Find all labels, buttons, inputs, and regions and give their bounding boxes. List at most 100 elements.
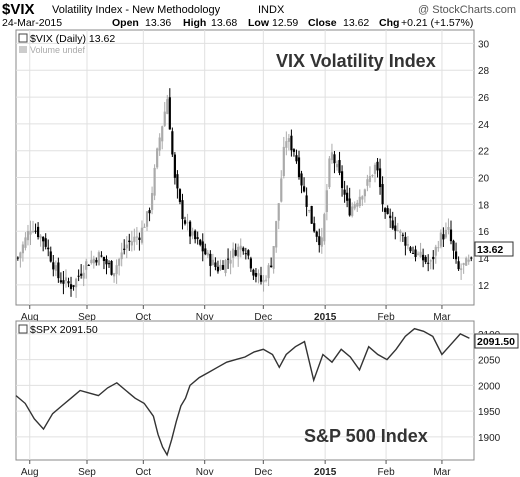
vix-candle-body: [259, 275, 263, 282]
vix-x-tick-label: Aug: [21, 312, 39, 323]
vix-candle-body: [328, 158, 331, 188]
vix-candle-body: [163, 111, 166, 126]
vix-candle-body: [427, 262, 430, 264]
vix-candle-body: [399, 230, 402, 233]
vix-candle-body: [434, 246, 437, 256]
spx-last-value: 2091.50: [477, 336, 515, 348]
vix-candle-body: [176, 174, 179, 189]
low-value: 12.59: [272, 17, 298, 29]
vix-candle-body: [439, 232, 442, 247]
vix-candle-body: [404, 236, 407, 246]
vix-candle-body: [62, 280, 65, 284]
vix-x-tick-label: 2015: [314, 312, 337, 323]
vix-candle-body: [437, 247, 440, 249]
vix-candle-body: [216, 266, 220, 272]
vix-candle-body: [234, 250, 237, 256]
vix-candle-body: [330, 152, 334, 161]
vix-candle-body: [199, 239, 202, 245]
vix-candle-body: [454, 251, 458, 260]
vix-candle-body: [133, 236, 136, 243]
vix-candle-body: [211, 259, 214, 266]
vix-candle-body: [29, 230, 32, 235]
vix-candle-body: [237, 246, 240, 257]
vix-candle-body: [254, 272, 258, 277]
vix-candle-body: [191, 231, 194, 236]
vix-candle-body: [270, 265, 273, 268]
chg-value: +0.21 (+1.57%): [401, 17, 473, 29]
spx-x-tick-label: Sep: [78, 467, 96, 477]
vix-candle-body: [305, 195, 308, 207]
vix-candle-body: [80, 273, 83, 276]
vix-x-tick-label: Nov: [196, 312, 214, 323]
vix-candle-body: [467, 259, 470, 262]
vix-candle-body: [244, 253, 247, 255]
vix-y-tick-label: 20: [478, 174, 490, 185]
vix-candle-body: [118, 259, 121, 266]
vix-candle-body: [49, 251, 52, 262]
vix-candle-body: [406, 244, 410, 246]
symbol: $VIX: [2, 1, 35, 18]
spx-series-line: [15, 327, 470, 457]
vix-candle-body: [125, 244, 128, 249]
vix-candle-body: [47, 247, 50, 250]
vix-candle-body: [168, 97, 171, 130]
vix-candle-body: [401, 234, 404, 236]
vix-candle-body: [64, 277, 68, 281]
vix-candle-body: [285, 141, 288, 148]
chart-header: $VIX Volatility Index - New Methodology …: [2, 1, 516, 29]
vix-candle-body: [135, 236, 138, 238]
spx-x-tick-label: Nov: [196, 467, 214, 477]
vix-candle-body: [232, 248, 235, 258]
vix-candle-body: [384, 208, 387, 213]
vix-candle-body: [447, 227, 450, 230]
vix-panel: 12 14 16 18 20 22 24 26 28 30 Aug Sep Oct Nov Dec 2015…: [15, 29, 514, 323]
vix-candle-body: [368, 176, 372, 183]
vix-candle-body: [67, 281, 70, 284]
vix-candle-body: [148, 210, 151, 214]
vix-candle-body: [277, 203, 280, 221]
vix-y-tick-label: 18: [478, 200, 490, 211]
spx-x-tick-label: Aug: [21, 467, 39, 477]
vix-candle-body: [201, 241, 204, 252]
vix-candle-body: [226, 258, 230, 260]
vix-candle-body: [452, 240, 455, 251]
vix-candle-body: [267, 265, 270, 279]
vix-candle-body: [280, 178, 283, 202]
vix-candle-body: [95, 259, 98, 263]
vix-candles: [16, 88, 473, 298]
vix-candle-body: [239, 245, 242, 250]
vix-candle-body: [302, 186, 306, 192]
vix-candle-body: [366, 179, 369, 186]
vix-candle-body: [74, 278, 78, 288]
vix-candle-body: [128, 240, 131, 243]
vix-y-tick-label: 16: [478, 227, 490, 238]
vix-candle-body: [333, 154, 336, 164]
vix-candle-body: [42, 236, 45, 242]
vix-candle-body: [138, 237, 141, 240]
vix-candle-body: [411, 252, 415, 254]
vix-candle-body: [429, 260, 432, 262]
vix-candle-body: [287, 138, 290, 142]
vix-candle-body: [343, 189, 346, 195]
spx-y-tick-label: 2050: [478, 356, 501, 367]
vix-candle-body: [39, 235, 42, 239]
vix-candle-body: [348, 198, 351, 216]
vix-candle-body: [470, 257, 473, 259]
vix-candle-body: [297, 157, 301, 178]
instrument-name: Volatility Index - New Methodology: [52, 4, 221, 16]
close-label: Close: [308, 17, 337, 29]
spx-x-tick-label: Feb: [377, 467, 395, 477]
vix-candle-body: [249, 258, 252, 269]
vix-candle-body: [105, 259, 108, 265]
vix-candle-body: [419, 251, 422, 258]
vix-candle-body: [102, 256, 106, 261]
vix-candle-body: [196, 237, 199, 239]
vix-candle-body: [242, 247, 245, 252]
vix-grid: [16, 30, 474, 305]
vix-candle-body: [120, 252, 123, 260]
vix-candle-body: [300, 173, 303, 186]
spx-legend: $SPX 2091.50: [30, 324, 98, 336]
vix-candle-body: [315, 231, 318, 237]
vix-candle-body: [26, 230, 30, 241]
